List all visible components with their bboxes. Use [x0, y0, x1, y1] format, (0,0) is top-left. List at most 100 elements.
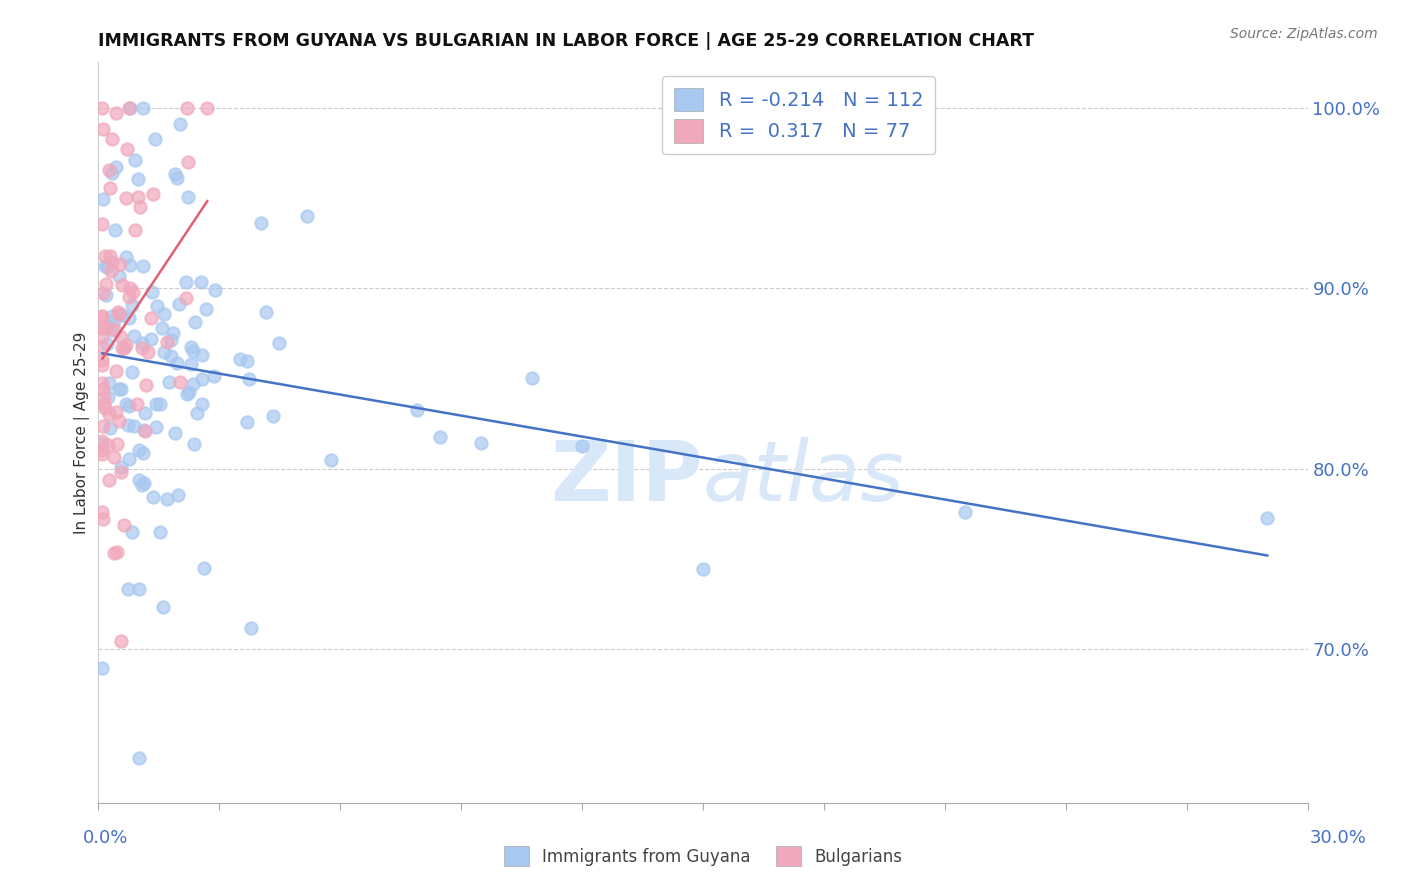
Text: IMMIGRANTS FROM GUYANA VS BULGARIAN IN LABOR FORCE | AGE 25-29 CORRELATION CHART: IMMIGRANTS FROM GUYANA VS BULGARIAN IN L…	[98, 32, 1035, 50]
Point	[91, 122, 114, 136]
Point	[97, 376, 120, 391]
Point	[111, 341, 134, 355]
Point	[167, 488, 190, 502]
Legend: R = -0.214   N = 112, R =  0.317   N = 77: R = -0.214 N = 112, R = 0.317 N = 77	[662, 76, 935, 154]
Point	[118, 258, 141, 272]
Point	[125, 397, 148, 411]
Point	[153, 306, 176, 320]
Point	[124, 223, 146, 237]
Point	[98, 421, 121, 435]
Point	[122, 329, 145, 343]
Point	[186, 406, 208, 420]
Point	[104, 223, 127, 237]
Point	[108, 382, 131, 396]
Point	[115, 250, 138, 264]
Point	[107, 305, 129, 319]
Point	[94, 260, 117, 274]
Point	[1256, 511, 1278, 525]
Point	[118, 281, 141, 295]
Point	[131, 336, 153, 351]
Point	[297, 209, 319, 223]
Point	[128, 442, 150, 457]
Point	[134, 425, 156, 439]
Point	[162, 326, 184, 341]
Point	[100, 323, 122, 337]
Point	[134, 406, 156, 420]
Point	[91, 328, 114, 343]
Point	[131, 342, 153, 356]
Point	[91, 340, 114, 354]
Point	[159, 375, 181, 389]
Point	[96, 336, 118, 351]
Point	[195, 101, 218, 115]
Point	[160, 349, 183, 363]
Point	[183, 344, 205, 359]
Point	[180, 340, 202, 354]
Point	[108, 269, 131, 284]
Text: 0.0%: 0.0%	[83, 830, 128, 847]
Point	[190, 348, 212, 362]
Point	[176, 190, 198, 204]
Point	[110, 459, 132, 474]
Point	[142, 490, 165, 504]
Point	[571, 439, 593, 453]
Point	[121, 525, 143, 540]
Point	[96, 260, 118, 274]
Point	[429, 430, 451, 444]
Point	[141, 332, 163, 346]
Y-axis label: In Labor Force | Age 25-29: In Labor Force | Age 25-29	[75, 332, 90, 533]
Point	[190, 275, 212, 289]
Point	[149, 396, 172, 410]
Point	[228, 351, 250, 366]
Point	[98, 162, 121, 177]
Point	[100, 264, 122, 278]
Point	[91, 309, 114, 323]
Point	[142, 186, 165, 201]
Point	[91, 352, 114, 367]
Legend: Immigrants from Guyana, Bulgarians: Immigrants from Guyana, Bulgarians	[498, 839, 908, 873]
Point	[110, 634, 132, 648]
Point	[98, 473, 121, 487]
Point	[103, 546, 125, 560]
Point	[180, 357, 202, 371]
Point	[115, 337, 138, 351]
Point	[117, 101, 139, 115]
Point	[470, 436, 492, 450]
Point	[94, 249, 117, 263]
Point	[132, 101, 155, 115]
Point	[110, 382, 132, 396]
Point	[121, 298, 143, 312]
Point	[122, 418, 145, 433]
Point	[117, 310, 139, 325]
Point	[93, 397, 115, 411]
Point	[145, 420, 167, 434]
Point	[105, 105, 128, 120]
Text: atlas: atlas	[703, 436, 904, 517]
Point	[111, 277, 134, 292]
Point	[91, 512, 114, 526]
Point	[156, 335, 179, 350]
Point	[104, 160, 127, 174]
Point	[111, 308, 134, 322]
Point	[105, 437, 128, 451]
Point	[128, 582, 150, 596]
Point	[127, 190, 149, 204]
Point	[91, 101, 114, 115]
Point	[101, 310, 124, 324]
Point	[136, 344, 159, 359]
Point	[191, 397, 214, 411]
Point	[177, 154, 200, 169]
Point	[118, 399, 141, 413]
Point	[236, 415, 259, 429]
Point	[249, 216, 271, 230]
Point	[160, 333, 183, 347]
Point	[93, 285, 115, 300]
Point	[128, 473, 150, 487]
Point	[176, 101, 198, 115]
Point	[520, 371, 543, 385]
Point	[101, 255, 124, 269]
Point	[108, 414, 131, 428]
Point	[110, 466, 132, 480]
Point	[112, 517, 135, 532]
Point	[135, 377, 157, 392]
